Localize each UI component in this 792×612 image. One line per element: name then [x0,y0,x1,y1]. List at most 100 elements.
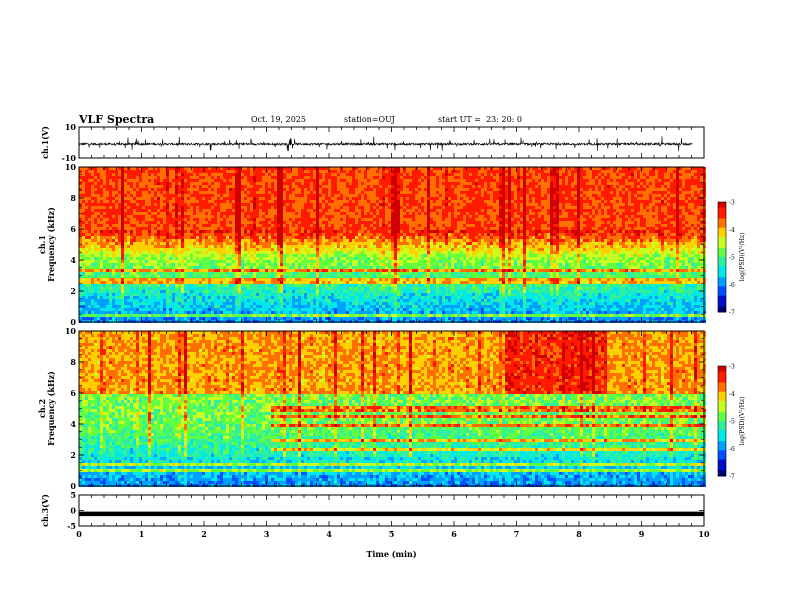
spectrogram-cell [334,218,337,221]
spectrogram-cell [193,185,196,188]
spectrogram-cell [415,179,418,182]
spectrogram-cell [670,179,673,182]
spectrogram-cell [541,215,544,218]
spectrogram-cell [175,215,178,218]
spectrogram-cell [109,224,112,227]
spectrogram-cell [541,200,544,203]
spectrogram-cell [571,221,574,224]
spectrogram-cell [628,209,631,212]
spectrogram-cell [598,230,601,233]
spectrogram-cell [196,173,199,176]
spectrogram-cell [697,221,700,224]
spectrogram-cell [676,194,679,197]
spectrogram-cell [454,230,457,233]
spectrogram-cell [691,173,694,176]
spectrogram-cell [577,215,580,218]
spectrogram-cell [517,182,520,185]
spectrogram-cell [457,215,460,218]
spectrogram-cell [340,212,343,215]
spectrogram-cell [340,185,343,188]
spectrogram-cell [529,209,532,212]
spectrogram-cell [157,218,160,221]
spectrogram-cell [631,173,634,176]
spectrogram-cell [334,209,337,212]
spectrogram-cell [313,194,316,197]
spectrogram-cell [397,197,400,200]
spectrogram-cell [253,170,256,173]
spectrogram-cell [538,224,541,227]
spectrogram-cell [226,170,229,173]
spectrogram-cell [199,221,202,224]
spectrogram-cell [97,230,100,233]
spectrogram-cell [193,203,196,206]
spectrogram-cell [520,206,523,209]
spectrogram-cell [568,227,571,230]
spectrogram-cell [592,191,595,194]
spectrogram-cell [451,170,454,173]
spectrogram-cell [466,185,469,188]
spectrogram-cell [187,191,190,194]
spectrogram-cell [646,185,649,188]
spectrogram-cell [520,176,523,179]
spectrogram-cell [121,188,124,191]
spectrogram-cell [184,191,187,194]
spectrogram-cell [649,176,652,179]
spectrogram-cell [400,179,403,182]
spectrogram-cell [658,200,661,203]
spectrogram-cell [394,203,397,206]
spectrogram-cell [457,185,460,188]
spectrogram-cell [430,194,433,197]
spectrogram-cell [268,170,271,173]
spectrogram-cell [301,188,304,191]
spectrogram-cell [157,170,160,173]
spectrogram-cell [172,194,175,197]
spectrogram-cell [466,206,469,209]
spectrogram-cell [190,233,193,236]
spectrogram-cell [169,212,172,215]
spectrogram-cell [535,209,538,212]
spectrogram-cell [202,188,205,191]
spectrogram-cell [331,182,334,185]
spectrogram-cell [142,173,145,176]
spectrogram-cell [547,197,550,200]
spectrogram-cell [619,209,622,212]
spectrogram-cell [574,224,577,227]
spectrogram-cell [271,218,274,221]
spectrogram-cell [535,200,538,203]
spectrogram-cell [409,233,412,236]
spectrogram-cell [436,218,439,221]
spectrogram-cell [148,233,151,236]
spectrogram-cell [259,227,262,230]
spectrogram-cell [94,203,97,206]
spectrogram-cell [175,230,178,233]
spectrogram-cell [475,224,478,227]
spectrogram-cell [160,173,163,176]
spectrogram-cell [250,221,253,224]
spectrogram-cell [133,170,136,173]
spectrogram-cell [475,170,478,173]
spectrogram-cell [475,200,478,203]
spectrogram-cell [187,173,190,176]
spectrogram-cell [301,233,304,236]
spectrogram-cell [400,212,403,215]
spectrogram-cell [166,176,169,179]
spectrogram-cell [364,212,367,215]
spectrogram-cell [478,209,481,212]
spectrogram-cell [460,233,463,236]
spectrogram-cell [106,236,109,239]
spectrogram-cell [679,218,682,221]
spectrogram-cell [163,227,166,230]
spectrogram-cell [250,173,253,176]
spectrogram-cell [265,206,268,209]
spectrogram-cell [637,215,640,218]
spectrogram-cell [241,209,244,212]
spectrogram-cell [661,182,664,185]
spectrogram-cell [496,212,499,215]
spectrogram-cell [157,221,160,224]
spectrogram-cell [235,215,238,218]
spectrogram-cell [697,200,700,203]
spectrogram-cell [433,176,436,179]
spectrogram-cell [181,185,184,188]
spectrogram-cell [499,191,502,194]
spectrogram-cell [265,200,268,203]
